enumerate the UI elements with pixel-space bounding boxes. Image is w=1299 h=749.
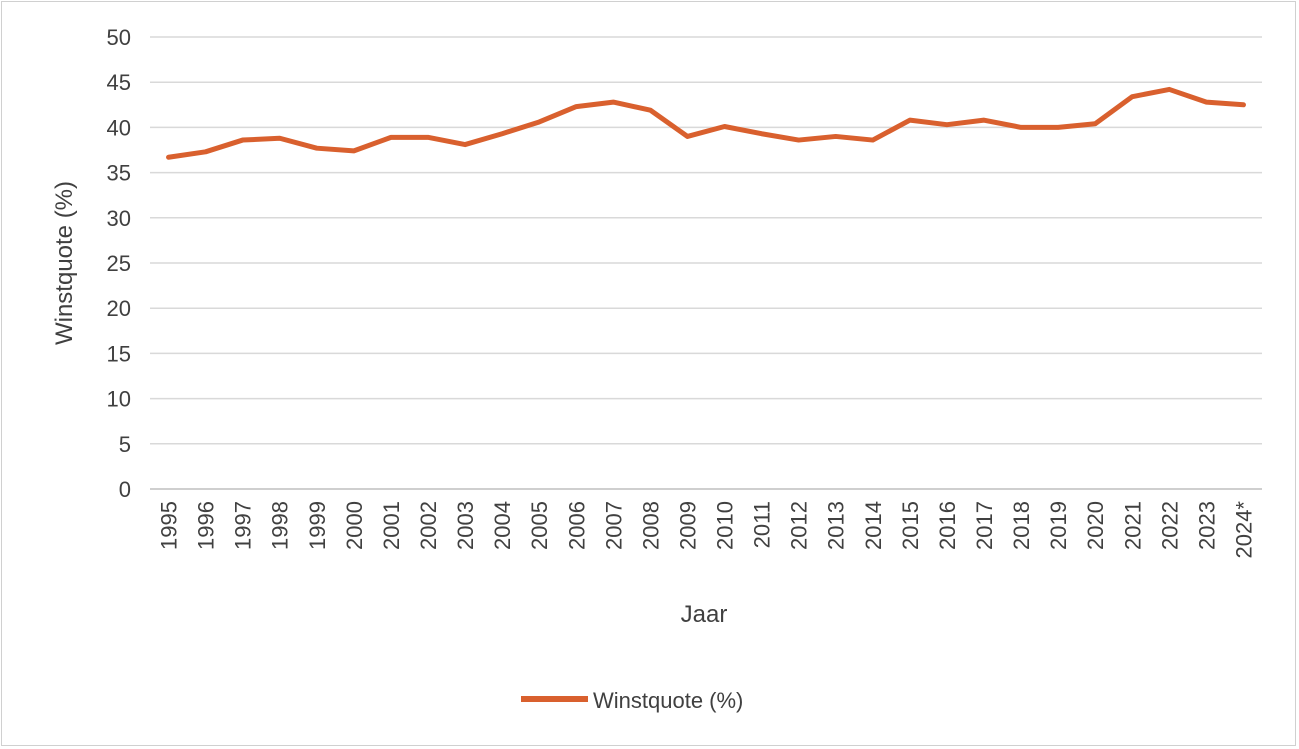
x-tick-label: 2004	[490, 501, 515, 550]
y-tick-label: 40	[107, 115, 131, 140]
y-tick-label: 35	[107, 161, 131, 186]
legend-label: Winstquote (%)	[593, 688, 743, 713]
series-line	[166, 86, 1246, 160]
x-tick-label: 1997	[231, 501, 256, 550]
x-tick-label: 2007	[601, 501, 626, 550]
x-tick-label: 2002	[416, 501, 441, 550]
x-axis-label: Jaar	[681, 601, 728, 628]
y-tick-label: 15	[107, 341, 131, 366]
x-tick-label: 2017	[972, 501, 997, 550]
x-tick-label: 2024*	[1231, 501, 1256, 559]
x-tick-label: 2001	[379, 501, 404, 550]
x-tick-label: 2012	[787, 501, 812, 550]
y-tick-label: 25	[107, 251, 131, 276]
x-tick-label: 1998	[268, 501, 293, 550]
y-tick-label: 10	[107, 387, 131, 412]
legend: Winstquote (%)	[521, 688, 743, 713]
x-tick-label: 2023	[1194, 501, 1219, 550]
x-tick-label: 2016	[935, 501, 960, 550]
x-tick-label: 1999	[305, 501, 330, 550]
x-tick-label: 2005	[527, 501, 552, 550]
y-tick-label: 45	[107, 70, 131, 95]
y-tick-label: 0	[119, 477, 131, 502]
x-tick-label: 2011	[750, 501, 775, 548]
x-tick-label: 2019	[1046, 501, 1071, 550]
x-tick-label: 2021	[1120, 501, 1145, 550]
x-tick-label: 2006	[564, 501, 589, 550]
x-tick-label: 2014	[861, 501, 886, 550]
x-tick-label: 1995	[157, 501, 182, 550]
y-axis-label: Winstquote (%)	[51, 181, 78, 345]
y-tick-label: 20	[107, 296, 131, 321]
y-tick-label: 5	[119, 432, 131, 457]
y-tick-label: 50	[107, 25, 131, 50]
x-tick-label: 2010	[713, 501, 738, 550]
x-tick-label: 2013	[824, 501, 849, 550]
x-tick-label: 2003	[453, 501, 478, 550]
x-tick-label: 2022	[1157, 501, 1182, 550]
x-tick-label: 2020	[1083, 501, 1108, 550]
y-tick-label: 30	[107, 206, 131, 231]
x-tick-label: 1996	[194, 501, 219, 550]
x-tick-label: 2018	[1009, 501, 1034, 550]
x-tick-label: 2009	[675, 501, 700, 550]
x-tick-label: 2015	[898, 501, 923, 550]
x-tick-label: 2000	[342, 501, 367, 550]
x-tick-label: 2008	[638, 501, 663, 550]
